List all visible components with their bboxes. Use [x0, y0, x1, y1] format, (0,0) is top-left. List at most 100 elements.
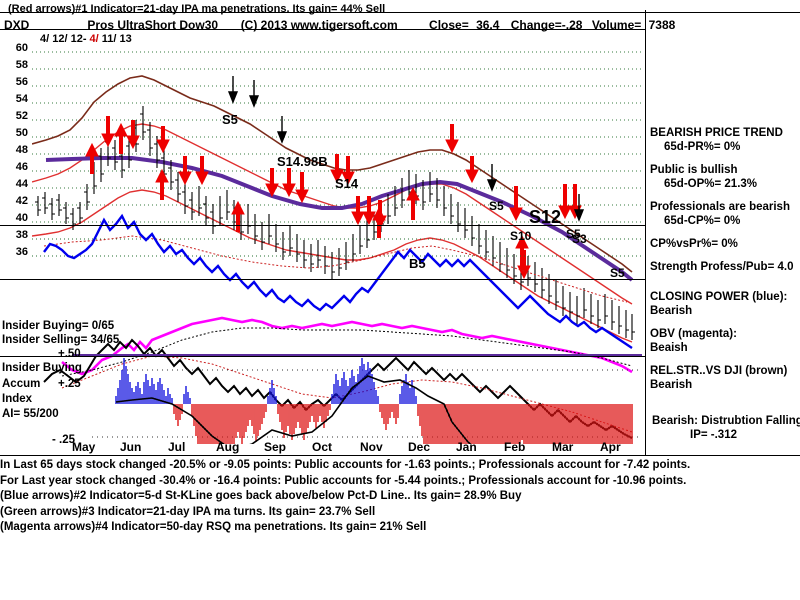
chart-svg: [32, 51, 642, 444]
panel-separator-3: [0, 356, 645, 357]
note-line: In Last 65 days stock changed -20.5% or …: [0, 459, 691, 471]
date-range-arrow-marker: 4/: [89, 33, 99, 45]
month-label: Apr: [600, 440, 621, 454]
header-separator: [0, 12, 800, 13]
month-label: Feb: [504, 440, 526, 454]
price-axis-tick: 48: [15, 144, 28, 156]
month-label: Jan: [456, 440, 477, 454]
obv-magenta-line: [61, 316, 633, 376]
month-label: Oct: [312, 440, 333, 454]
closing-power-legend-title: CLOSING POWER (blue):: [650, 291, 788, 303]
obv-legend-value: Beaish: [650, 342, 688, 354]
company-name: Pros UltraShort Dow30: [87, 18, 219, 32]
date-range: 4/ 12/ 12- 4/ 11/ 13: [40, 33, 132, 45]
cp-scale-plus-half: +.50: [58, 348, 81, 360]
price-trend-value: 65d-PR%= 0%: [664, 141, 741, 153]
date-range-end: 11/ 13: [101, 33, 132, 45]
accum-ai-value: AI= 55/200: [2, 408, 59, 420]
price-axis-tick: 38: [15, 229, 28, 241]
price-axis-tick: 44: [15, 178, 28, 190]
accum-index-ma-line: [115, 375, 472, 444]
relstr-legend-value: Bearish: [650, 379, 693, 391]
chart-annotation-label: S12: [529, 207, 562, 227]
price-axis-tick: 46: [15, 161, 28, 173]
obv-legend-title: OBV (magenta):: [650, 328, 737, 340]
professionals-sentiment-title: Professionals are bearish: [650, 201, 790, 213]
price-axis-tick: 58: [15, 59, 28, 71]
chart-annotation-label: B5: [409, 256, 426, 271]
analysis-side-panel: BEARISH PRICE TREND 65d-PR%= 0% Public i…: [650, 126, 800, 392]
strength-profess-pub: Strength Profess/Pub= 4.0: [650, 261, 794, 273]
price-axis-tick: 60: [15, 42, 28, 54]
public-sentiment-value: 65d-OP%= 21.3%: [664, 178, 758, 190]
annotation-down-arrows: [227, 76, 585, 222]
month-label: Mar: [552, 440, 574, 454]
price-axis-tick: 42: [15, 195, 28, 207]
month-label: Jun: [120, 440, 142, 454]
brown-ma-line: [32, 75, 633, 273]
date-range-start: 4/ 12/ 12-: [40, 33, 87, 45]
note-line: For Last year stock changed -30.4% or -1…: [0, 474, 687, 487]
price-axis-tick: 40: [15, 212, 28, 224]
symbol-info-row: DXD Pros UltraShort Dow30 (C) 2013 www.t…: [4, 18, 675, 32]
ticker-symbol: DXD: [4, 18, 30, 32]
ip-value-label: IP= -.312: [690, 429, 737, 441]
accum-title-line2: Accum: [2, 378, 41, 390]
chart-annotation-label: S14.98B: [277, 154, 328, 169]
accum-index-panel: [72, 354, 642, 444]
price-axis-tick: 54: [15, 93, 28, 105]
note-line: (Green arrows)#3 Indicator=21-day IPA ma…: [0, 505, 376, 518]
chart-annotation-label: S5: [566, 227, 581, 241]
chart-right-border: [645, 10, 646, 455]
chart-annotation-label: S5: [489, 199, 504, 213]
closing-power-panel: [32, 213, 642, 349]
price-axis-tick: 56: [15, 76, 28, 88]
price-axis-tick: 36: [15, 246, 28, 258]
close-label: Close=: [429, 18, 469, 32]
price-trend-title: BEARISH PRICE TREND: [650, 127, 783, 139]
price-axis-tick: 52: [15, 110, 28, 122]
copyright-text: (C) 2013 www.tigersoft.com: [240, 18, 398, 32]
accum-title-line3: Index: [2, 393, 33, 405]
chart-plot-area[interactable]: S5 S14.98B S14 B5 S5 S12 S10 S5 S3 S5: [32, 44, 642, 444]
sell-arrows-red: [101, 116, 582, 280]
accum-index-bars: [115, 358, 633, 444]
lower-red-band: [32, 189, 633, 343]
volume-label: Volume=: [591, 18, 642, 32]
chart-annotation-label: S3: [572, 232, 587, 246]
month-label: Nov: [360, 440, 383, 454]
chart-annotation-label: S14: [335, 176, 359, 191]
closing-power-legend-value: Bearish: [650, 305, 693, 317]
month-label: May: [72, 440, 96, 454]
accum-scale-plus: +.25: [58, 378, 81, 390]
chart-annotation-label: S10: [510, 229, 532, 243]
obv-black-dotted-ma: [61, 327, 633, 377]
closing-power-blue-line: [43, 213, 633, 349]
price-axis-tick: 50: [15, 127, 28, 139]
month-label: Jul: [168, 440, 186, 454]
indicator-1-header: (Red arrows)#1 Indicator=21-day IPA ma p…: [8, 3, 386, 15]
cp-vs-pr-value: CP%vsPr%= 0%: [650, 238, 738, 250]
month-label: Dec: [408, 440, 431, 454]
public-sentiment-title: Public is bullish: [650, 164, 738, 176]
header-separator-2: [0, 29, 645, 30]
professionals-sentiment-value: 65d-CP%= 0%: [664, 215, 741, 227]
buy-arrows-red: [85, 122, 529, 268]
cp-red-dotted-ma: [43, 235, 628, 303]
note-line: (Blue arrows)#2 Indicator=5-d St-KLine g…: [0, 490, 522, 502]
close-value: 36.4: [476, 18, 500, 32]
accum-scale-minus: - .25: [52, 434, 76, 446]
month-label: Aug: [216, 440, 240, 454]
panel-separator-4: [0, 455, 800, 456]
insider-buying-count: Insider Buying= 0/65: [2, 320, 115, 332]
bottom-notes-block: In Last 65 days stock changed -20.5% or …: [0, 458, 800, 536]
panel-separator-1: [0, 225, 645, 226]
chart-annotation-label: S5: [222, 112, 238, 127]
volume-value: 7388: [648, 18, 676, 32]
chart-annotation-label: S5: [610, 266, 625, 280]
relstr-legend-title: REL.STR..VS DJI (brown): [650, 365, 788, 377]
panel-separator-2: [0, 279, 645, 280]
note-line: (Magenta arrows)#4 Indicator=50-day RSQ …: [0, 521, 427, 533]
price-axis: 60 58 56 54 52 50 48 46 44 42 40 38 36: [0, 42, 30, 444]
